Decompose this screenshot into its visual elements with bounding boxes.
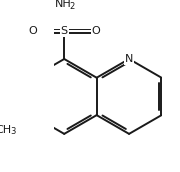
Text: 2: 2 (70, 2, 75, 11)
Text: NH: NH (55, 0, 72, 9)
Text: N: N (125, 54, 133, 64)
Text: S: S (61, 26, 68, 36)
Text: CH: CH (0, 125, 11, 135)
Text: O: O (28, 26, 37, 36)
Text: 3: 3 (11, 127, 16, 137)
Text: O: O (91, 26, 100, 36)
